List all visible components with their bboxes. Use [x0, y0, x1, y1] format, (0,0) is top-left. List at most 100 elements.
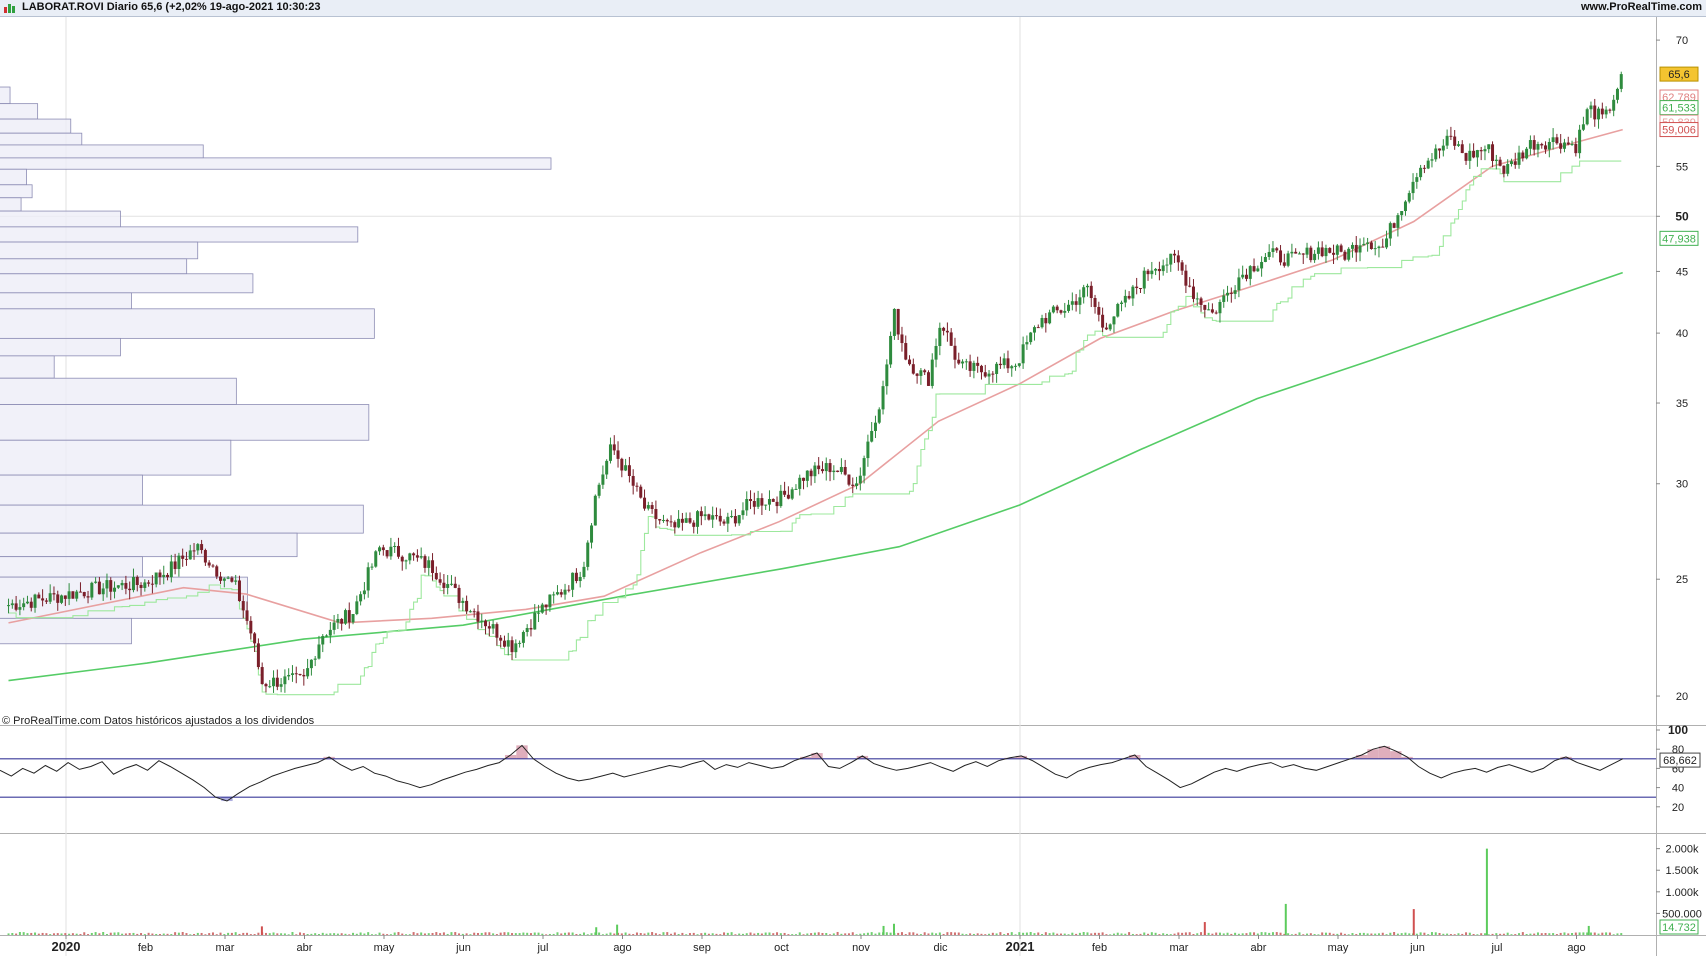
volume-bar [851, 932, 854, 935]
candle-down [1203, 304, 1207, 310]
volume-bar [1075, 933, 1078, 935]
volume-bar [1010, 932, 1013, 935]
candle-down [423, 556, 427, 568]
candle-up [1021, 344, 1025, 364]
volume-bar [219, 932, 222, 935]
volume-bar [1328, 932, 1331, 935]
volume-bar [321, 932, 324, 935]
volume-bar [83, 932, 86, 935]
candle-down [241, 601, 245, 611]
volume-bar [359, 932, 362, 935]
volume-bar [806, 933, 809, 935]
candle-up [1562, 142, 1566, 149]
candle-down [1381, 246, 1385, 248]
volume-bar [1033, 933, 1036, 935]
volume-bar [378, 932, 381, 935]
candle-up [1305, 247, 1309, 255]
candle-up [855, 483, 859, 486]
volume-bar [847, 933, 850, 935]
candle-down [294, 673, 298, 675]
price-label-box [1659, 122, 1699, 138]
candle-down [1566, 142, 1570, 145]
volume-bar [389, 934, 392, 935]
website-link[interactable]: www.ProRealTime.com [1580, 1, 1702, 13]
volume-bar [829, 934, 832, 935]
volume-bar [908, 932, 911, 935]
price-tick-label: 20 [1676, 691, 1688, 703]
candle-up [1362, 243, 1366, 246]
volume-bar [1067, 934, 1070, 935]
volume-bar [1612, 934, 1615, 935]
volume-bar [1120, 933, 1123, 935]
volume-bar [863, 933, 866, 935]
volume-bar [132, 932, 135, 935]
volume-bar [442, 932, 445, 935]
volume-bar [1487, 934, 1490, 935]
candle-up [805, 470, 809, 481]
candle-down [465, 600, 469, 612]
volume-bar [45, 933, 48, 935]
volume-bar [68, 933, 71, 935]
candle-up [1570, 143, 1574, 145]
candle-down [1559, 143, 1563, 149]
volume-bar [1419, 932, 1422, 935]
volume-bar [1608, 932, 1611, 935]
x-tick-label: jun [1409, 942, 1425, 954]
volume-bar [719, 934, 722, 935]
candle-down [968, 361, 972, 371]
volume-bar [242, 932, 245, 935]
volume-bar [408, 934, 411, 935]
candle-up [325, 635, 329, 637]
volume-bar [1359, 932, 1362, 935]
volume-bar [367, 932, 370, 935]
volume-profile-bar [0, 404, 370, 441]
candle-up [1067, 304, 1071, 311]
volume-bar [268, 933, 271, 935]
volume-bar [1465, 932, 1468, 935]
volume-bar [957, 932, 960, 935]
volume-bar [1059, 933, 1062, 935]
x-tick-label: feb [138, 942, 153, 954]
volume-bar [495, 934, 498, 935]
candle-down [1074, 301, 1078, 305]
volume-bar [1078, 932, 1081, 935]
volume-bar [1370, 933, 1373, 935]
candle-down [1173, 253, 1177, 256]
volume-bar [314, 933, 317, 935]
candle-down [502, 640, 506, 647]
candle-up [590, 525, 594, 543]
rsi-tick-label: 40 [1672, 783, 1684, 795]
volume-bar [984, 934, 987, 935]
candle-down [1464, 153, 1468, 161]
price-chart[interactable]: 2020 feb mar abr may jun jul ago sep oct nov dic 202… [0, 17, 1706, 956]
candle-down [14, 603, 18, 610]
volume-bar [264, 932, 267, 935]
candle-up [1237, 277, 1241, 291]
volume-bar [151, 933, 154, 935]
candle-down [347, 610, 351, 623]
volume-spike [1485, 848, 1488, 935]
candle-up [1509, 161, 1513, 165]
volume-bar [772, 933, 775, 935]
candle-down [78, 591, 82, 593]
candle-up [268, 686, 272, 688]
volume-profile-bar [0, 157, 552, 170]
candle-up [540, 604, 544, 613]
volume-bar [1097, 932, 1100, 935]
rsi-panel [0, 744, 1656, 802]
candle-down [1574, 143, 1578, 154]
candle-up [408, 553, 412, 561]
volume-bar [473, 932, 476, 935]
candle-up [506, 640, 510, 647]
candle-up [870, 430, 874, 442]
candle-down [1244, 274, 1248, 279]
volume-bar [1082, 931, 1085, 935]
candle-down [253, 633, 257, 644]
candle-up [730, 516, 734, 518]
volume-bar [961, 933, 964, 935]
candle-down [340, 618, 344, 624]
price-label: 47,938 [1662, 233, 1696, 245]
candle-up [1475, 150, 1479, 158]
volume-bar [215, 934, 218, 935]
volume-bar [1294, 933, 1297, 935]
